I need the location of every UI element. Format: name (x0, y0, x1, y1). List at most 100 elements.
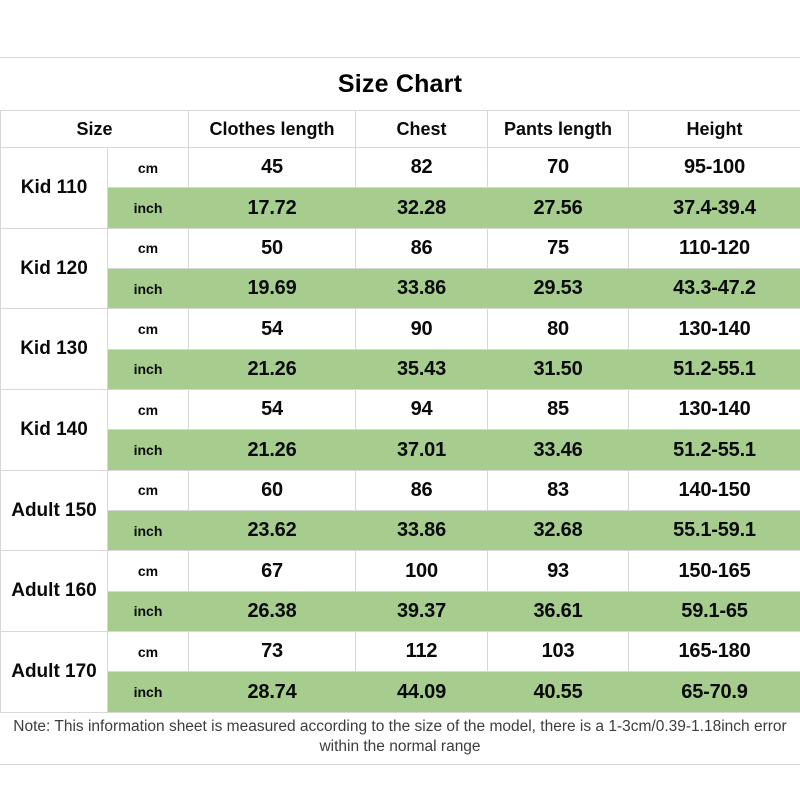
value-cell: 95-100 (628, 146, 800, 189)
size-label: Adult 160 (0, 550, 108, 633)
unit-label-cm: cm (107, 631, 189, 673)
value-cell: 94 (355, 389, 488, 431)
cm-row: Adult 160 cm 67 100 93 150-165 (0, 550, 800, 633)
value-cell: 80 (487, 308, 629, 350)
value-cell: 103 (487, 631, 629, 673)
value-cell: 36.61 (487, 590, 629, 633)
value-cell: 65-70.9 (628, 671, 800, 713)
unit-label-cm: cm (107, 469, 189, 512)
value-cell: 90 (355, 308, 488, 350)
inch-row: inch 23.62 33.86 32.68 55.1-59.1 (1, 510, 800, 552)
unit-label-inch: inch (107, 510, 189, 552)
value-cell: 45 (188, 146, 356, 189)
size-label: Kid 140 (0, 389, 108, 471)
value-cell: 33.86 (355, 268, 488, 310)
value-cell: 33.46 (487, 429, 629, 471)
size-chart-table: Size Clothes length Chest Pants length H… (0, 110, 800, 713)
value-cell: 29.53 (487, 268, 629, 310)
value-cell: 37.01 (355, 429, 488, 471)
value-cell: 140-150 (628, 469, 800, 512)
cm-row: Kid 110 cm 45 82 70 95-100 (0, 146, 800, 229)
value-cell: 23.62 (188, 510, 356, 552)
size-label: Kid 130 (0, 308, 108, 391)
value-cell: 44.09 (355, 671, 488, 713)
size-label: Kid 120 (0, 227, 108, 310)
value-cell: 73 (188, 631, 356, 673)
unit-label-cm: cm (107, 389, 189, 431)
cm-row: Kid 120 cm 50 86 75 110-120 (0, 227, 800, 310)
header-row: Size Clothes length Chest Pants length H… (0, 110, 800, 148)
value-cell: 86 (355, 227, 488, 270)
value-cell: 51.2-55.1 (628, 429, 800, 471)
column-header-size: Size (0, 110, 189, 148)
unit-label-cm: cm (107, 550, 189, 592)
unit-label-cm: cm (107, 308, 189, 350)
value-cell: 33.86 (355, 510, 488, 552)
size-label: Adult 170 (0, 631, 108, 713)
value-cell: 54 (188, 308, 356, 350)
inch-row: inch 21.26 35.43 31.50 51.2-55.1 (1, 348, 800, 391)
value-cell: 70 (487, 146, 629, 189)
value-cell: 51.2-55.1 (628, 348, 800, 391)
column-header-height: Height (628, 110, 800, 148)
unit-label-inch: inch (107, 429, 189, 471)
cm-row: Adult 170 cm 73 112 103 165-180 (0, 631, 800, 713)
value-cell: 31.50 (487, 348, 629, 391)
value-cell: 32.68 (487, 510, 629, 552)
value-cell: 19.69 (188, 268, 356, 310)
inch-row: inch 26.38 39.37 36.61 59.1-65 (1, 590, 800, 633)
value-cell: 28.74 (188, 671, 356, 713)
value-cell: 17.72 (188, 187, 356, 229)
cm-row: Kid 140 cm 54 94 85 130-140 (0, 389, 800, 471)
value-cell: 40.55 (487, 671, 629, 713)
value-cell: 83 (487, 469, 629, 512)
value-cell: 85 (487, 389, 629, 431)
unit-label-inch: inch (107, 187, 189, 229)
inch-row: inch 19.69 33.86 29.53 43.3-47.2 (1, 268, 800, 310)
value-cell: 67 (188, 550, 356, 592)
value-cell: 82 (355, 146, 488, 189)
column-header-chest: Chest (355, 110, 488, 148)
value-cell: 130-140 (628, 389, 800, 431)
value-cell: 110-120 (628, 227, 800, 270)
value-cell: 60 (188, 469, 356, 512)
cm-row: Adult 150 cm 60 86 83 140-150 (0, 469, 800, 552)
value-cell: 27.56 (487, 187, 629, 229)
value-cell: 93 (487, 550, 629, 592)
column-header-clothes-length: Clothes length (188, 110, 356, 148)
unit-label-inch: inch (107, 671, 189, 713)
value-cell: 75 (487, 227, 629, 270)
size-label: Kid 110 (0, 147, 108, 229)
note-text: Note: This information sheet is measured… (0, 713, 800, 765)
value-cell: 39.37 (355, 590, 488, 633)
unit-label-inch: inch (107, 268, 189, 310)
inch-row: inch 17.72 32.28 27.56 37.4-39.4 (1, 187, 800, 229)
size-chart-sheet: Size Chart Size Clothes length Chest Pan… (0, 57, 800, 765)
value-cell: 59.1-65 (628, 590, 800, 633)
cm-row: Kid 130 cm 54 90 80 130-140 (0, 308, 800, 391)
value-cell: 100 (355, 550, 488, 592)
inch-row: inch 28.74 44.09 40.55 65-70.9 (1, 671, 800, 713)
unit-label-inch: inch (107, 348, 189, 391)
value-cell: 165-180 (628, 631, 800, 673)
value-cell: 50 (188, 227, 356, 270)
column-header-pants-length: Pants length (487, 110, 629, 148)
value-cell: 43.3-47.2 (628, 268, 800, 310)
value-cell: 112 (355, 631, 488, 673)
value-cell: 86 (355, 469, 488, 512)
value-cell: 21.26 (188, 429, 356, 471)
value-cell: 54 (188, 389, 356, 431)
value-cell: 32.28 (355, 187, 488, 229)
unit-label-cm: cm (107, 227, 189, 270)
value-cell: 26.38 (188, 590, 356, 633)
value-cell: 35.43 (355, 348, 488, 391)
unit-label-cm: cm (107, 146, 189, 189)
value-cell: 37.4-39.4 (628, 187, 800, 229)
page-title: Size Chart (0, 57, 800, 110)
inch-row: inch 21.26 37.01 33.46 51.2-55.1 (1, 429, 800, 471)
value-cell: 150-165 (628, 550, 800, 592)
value-cell: 21.26 (188, 348, 356, 391)
value-cell: 130-140 (628, 308, 800, 350)
value-cell: 55.1-59.1 (628, 510, 800, 552)
size-label: Adult 150 (0, 469, 108, 552)
